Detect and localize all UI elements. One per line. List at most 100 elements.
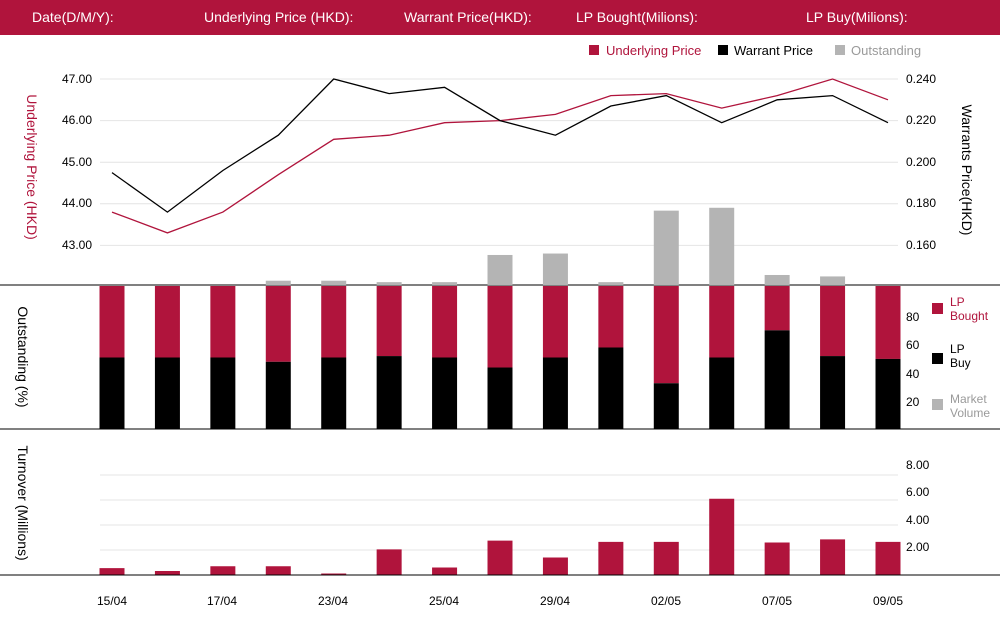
lp-bought-bar	[99, 286, 125, 358]
x-tick-label: 09/05	[873, 594, 903, 608]
outstanding-axis-title: Outstanding (%)	[15, 306, 31, 407]
x-tick-label: 17/04	[207, 594, 237, 608]
legend-lp-bought-swatch	[932, 303, 943, 314]
lp-bought-bar	[709, 286, 735, 358]
turnover-axis-ticks: 8.00 6.00 4.00 2.00	[906, 458, 930, 554]
outstanding-tick: 60	[906, 338, 920, 352]
x-tick-label: 23/04	[318, 594, 348, 608]
market-volume-bar	[598, 282, 624, 285]
warrant-price-line	[111, 78, 889, 213]
turnover-bar	[820, 539, 846, 575]
turnover-bar	[321, 573, 347, 575]
legend-lp-buy-swatch	[932, 353, 943, 364]
turnover-bar	[376, 549, 402, 575]
outstanding-tick: 40	[906, 367, 920, 381]
lp-buy-bar	[432, 357, 458, 429]
underlying-axis-title: Underlying Price (HKD)	[24, 94, 40, 239]
turnover-bar	[709, 498, 735, 575]
lp-buy-bar	[875, 358, 901, 429]
warrant-tick: 0.220	[906, 113, 936, 127]
turnover-bar	[764, 542, 790, 575]
lp-bought-bar	[376, 286, 402, 357]
x-tick-label: 07/05	[762, 594, 792, 608]
turnover-tick: 4.00	[906, 513, 930, 527]
outstanding-axis-ticks: 80 60 40 20	[906, 310, 920, 409]
underlying-tick: 43.00	[62, 238, 92, 252]
lp-bought-bar	[542, 286, 568, 358]
turnover-bar	[432, 567, 458, 575]
turnover-axis-title: Turnover (Millions)	[15, 445, 31, 560]
lp-bought-bar	[210, 286, 236, 358]
outstanding-tick: 80	[906, 310, 920, 324]
lp-buy-bar	[709, 357, 735, 429]
lp-bought-bar	[764, 286, 790, 331]
market-volume-bar	[265, 280, 291, 285]
legend-underlying-swatch	[589, 45, 599, 55]
lp-buy-bar	[321, 357, 347, 429]
lp-buy-bar	[376, 356, 402, 429]
legend-warrant-label: Warrant Price	[734, 43, 813, 58]
turnover-bar	[210, 566, 236, 575]
market-volume-bar	[376, 282, 402, 285]
legend-warrant-swatch	[718, 45, 728, 55]
info-header: Date(D/M/Y): Underlying Price (HKD): War…	[0, 0, 1000, 35]
turnover-gridlines	[100, 474, 898, 551]
legend-outstanding-label: Outstanding	[851, 43, 921, 58]
market-volume-bar	[764, 274, 790, 285]
turnover-bar	[99, 568, 125, 575]
lp-buy-bar	[764, 330, 790, 429]
underlying-price-label: Underlying Price (HKD):	[204, 9, 354, 25]
market-volume-bar	[709, 207, 735, 285]
market-volume-bar	[321, 280, 347, 285]
turnover-tick: 2.00	[906, 540, 930, 554]
market-volume-bar	[653, 210, 679, 285]
lp-bought-bar	[432, 286, 458, 358]
underlying-tick: 44.00	[62, 196, 92, 210]
lp-bought-label: LP Bought(Milions):	[576, 9, 698, 25]
warrant-price-axis-ticks: 0.240 0.220 0.200 0.180 0.160	[906, 72, 936, 252]
lp-buy-bar	[99, 357, 125, 429]
legend-market-volume-swatch	[932, 399, 943, 410]
lp-buy-bar	[210, 357, 236, 429]
lp-bought-bar	[321, 286, 347, 358]
underlying-tick: 45.00	[62, 155, 92, 169]
outstanding-tick: 20	[906, 395, 920, 409]
underlying-tick: 46.00	[62, 113, 92, 127]
turnover-bars	[99, 498, 901, 575]
turnover-bar	[542, 557, 568, 575]
underlying-tick: 47.00	[62, 72, 92, 86]
lp-bought-bar	[653, 286, 679, 384]
legend-underlying-label: Underlying Price	[606, 43, 701, 58]
date-label: Date(D/M/Y):	[32, 9, 114, 25]
x-tick-label: 25/04	[429, 594, 459, 608]
turnover-bar	[265, 566, 291, 575]
lp-buy-bar	[265, 361, 291, 429]
lp-bought-bar	[487, 286, 513, 368]
lp-buy-bar	[487, 367, 513, 429]
turnover-bar	[875, 541, 901, 575]
underlying-price-axis-ticks: 47.00 46.00 45.00 44.00 43.00	[62, 72, 92, 252]
x-tick-label: 15/04	[97, 594, 127, 608]
lp-buy-bar	[154, 357, 180, 429]
lp-buy-bar	[653, 383, 679, 429]
x-axis-tick-labels: 15/04 17/04 23/04 25/04 29/04 02/05 07/0…	[97, 594, 903, 608]
warrant-tick: 0.200	[906, 155, 936, 169]
warrant-axis-title: Warrants Price(HKD)	[959, 105, 975, 236]
legend-lp-bought-label: LP Bought	[950, 295, 989, 323]
market-volume-bar	[487, 254, 513, 285]
lp-bought-bar	[598, 286, 624, 348]
warrant-tick: 0.240	[906, 72, 936, 86]
lp-buy-label: LP Buy(Milions):	[806, 9, 908, 25]
price-gridlines	[100, 78, 898, 246]
lp-buy-bar	[598, 347, 624, 429]
outstanding-legend: LP Bought LP Buy Market Volume	[932, 295, 990, 420]
legend-outstanding-swatch	[835, 45, 845, 55]
market-volume-bar	[432, 282, 458, 285]
lp-bought-bar	[820, 286, 846, 357]
turnover-bar	[598, 541, 624, 575]
lp-bought-bar	[154, 286, 180, 358]
turnover-tick: 8.00	[906, 458, 930, 472]
warrant-tick: 0.180	[906, 196, 936, 210]
legend-lp-buy-label: LP Buy	[950, 342, 971, 370]
x-tick-label: 29/04	[540, 594, 570, 608]
